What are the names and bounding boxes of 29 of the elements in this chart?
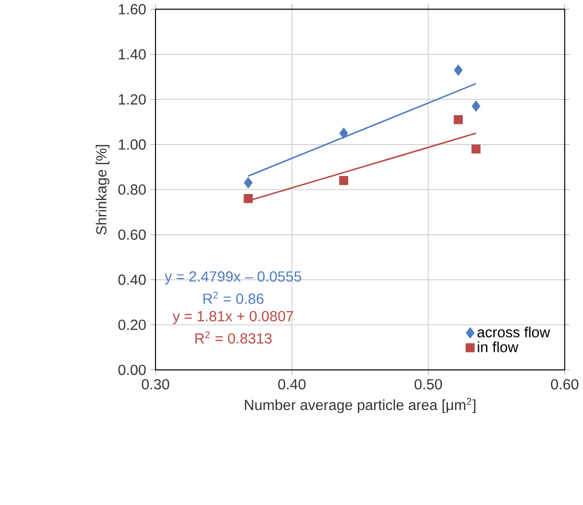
- x-tick-label: 0.60: [551, 379, 578, 390]
- point: [454, 115, 463, 124]
- annotation: y = 2.4799x – 0.0555: [164, 271, 302, 284]
- point: [454, 64, 463, 76]
- annotation: R$^{2}$ = 0.86: [204, 292, 264, 304]
- point: [472, 100, 480, 112]
- y-tick-label: 1.60: [118, 4, 146, 14]
- y-tick-label: 1.20: [118, 94, 146, 105]
- y-tick-label: 1.40: [118, 49, 146, 60]
- y-tick-label: 0.20: [118, 320, 146, 330]
- y-tick-label: 1.00: [118, 139, 146, 150]
- point: [339, 176, 348, 185]
- y-tick-label: 0.00: [118, 364, 146, 376]
- x-axis-title: Number average particle area [μm$^{2}$]: [244, 398, 476, 413]
- point: [244, 176, 253, 188]
- point: [339, 127, 348, 139]
- annotation: R$^{2}$ = 0.8313: [195, 331, 272, 344]
- x-tick-label: 0.50: [414, 379, 442, 390]
- legend-label: in flow: [478, 341, 518, 352]
- y-axis-title: Shrinkage [%]: [96, 144, 110, 234]
- x-tick-label: 0.30: [142, 379, 170, 390]
- annotation: y = 1.81x + 0.0807: [172, 310, 294, 324]
- y-tick-label: 0.40: [118, 274, 146, 285]
- y-tick-label: 0.60: [118, 229, 146, 240]
- point: [472, 144, 481, 154]
- x-tick-label: 0.40: [278, 379, 306, 390]
- legend-label: across flow: [478, 326, 550, 338]
- y-tick-label: 0.80: [118, 184, 146, 195]
- point: [244, 194, 253, 204]
